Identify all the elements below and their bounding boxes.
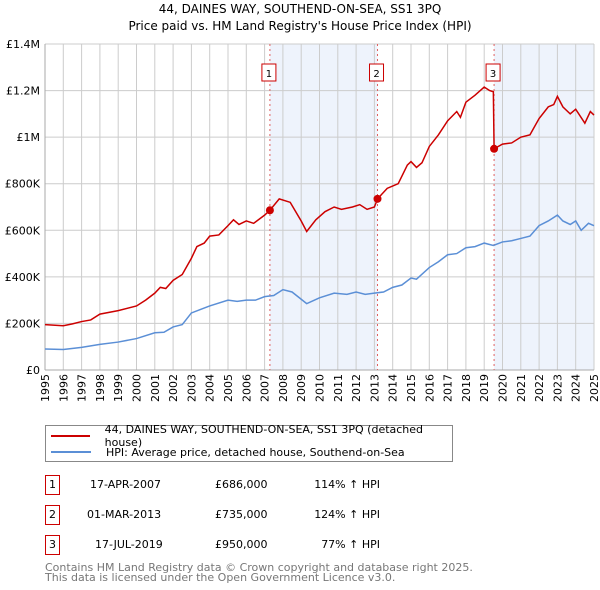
property-price-line — [44, 86, 595, 327]
chart-plot: 1995 1996 1997 1998 1999 2000 2001 2002 2003 2004… — [5, 38, 600, 402]
y-tick-label: £200K — [5, 317, 41, 330]
sale-date: 17-JUL-2019 — [95, 538, 163, 551]
sale-price: £950,000 — [215, 538, 268, 551]
sale-marker-label: 2 — [373, 69, 379, 80]
sale-marker-box — [261, 63, 277, 82]
x-tick-label: 2018 — [460, 374, 473, 402]
x-tick-label: 1999 — [112, 374, 125, 402]
x-tick-label: 2019 — [478, 374, 491, 402]
y-tick-label: £1M — [17, 131, 41, 144]
chart-subtitle: Price paid vs. HM Land Registry's House … — [128, 19, 472, 33]
chart-title: 44, DAINES WAY, SOUTHEND-ON-SEA, SS1 3PQ — [158, 2, 442, 16]
shaded-period — [494, 44, 594, 370]
sale-row: 2 01-MAR-2013 £735,000 124% ↑ HPI — [45, 505, 465, 525]
footer: Contains HM Land Registry data © Crown c… — [45, 561, 473, 584]
sale-marker-label: 2 — [45, 505, 60, 525]
legend: 44, DAINES WAY, SOUTHEND-ON-SEA, SS1 3PQ… — [45, 423, 453, 462]
x-tick-label: 2003 — [185, 374, 198, 402]
sale-price: £686,000 — [215, 478, 268, 491]
y-tick-label: £600K — [5, 224, 41, 237]
sale-marker-label: 1 — [266, 69, 272, 80]
sale-point — [265, 206, 274, 215]
x-tick-label: 2000 — [131, 374, 144, 402]
sale-row: 1 17-APR-2007 £686,000 114% ↑ HPI — [45, 475, 465, 495]
legend-item-hpi: HPI: Average price, detached house, Sout… — [46, 444, 405, 460]
y-tick-label: £800K — [5, 178, 41, 191]
legend-item-property: 44, DAINES WAY, SOUTHEND-ON-SEA, SS1 3PQ… — [46, 423, 452, 449]
sale-marker-label: 3 — [490, 69, 496, 80]
sale-marker-label: 3 — [45, 535, 60, 555]
x-tick-label: 2004 — [204, 374, 217, 402]
x-tick-label: 2010 — [314, 374, 327, 402]
sale-point — [373, 194, 382, 203]
sale-date: 17-APR-2007 — [90, 478, 162, 491]
x-tick-label: 2016 — [423, 374, 436, 402]
x-tick-label: 2011 — [332, 374, 345, 402]
sale-marker-box — [485, 63, 501, 82]
x-tick-label: 2007 — [259, 374, 272, 402]
footer-licence: This data is licensed under the Open Gov… — [45, 571, 396, 584]
sale-marker-label: 1 — [45, 475, 60, 495]
sale-point — [490, 144, 499, 153]
x-tick-label: 2006 — [240, 374, 253, 402]
hpi-line — [44, 214, 595, 351]
x-tick-label: 2002 — [167, 374, 180, 402]
y-tick-label: £400K — [5, 271, 41, 284]
sale-price: £735,000 — [215, 508, 268, 521]
x-tick-label: 2022 — [533, 374, 546, 402]
sale-hpi: 114% ↑ HPI — [314, 478, 380, 491]
x-tick-label: 2020 — [497, 374, 510, 402]
legend-label: 44, DAINES WAY, SOUTHEND-ON-SEA, SS1 3PQ… — [104, 423, 424, 449]
y-tick-label: £1.2M — [6, 85, 40, 98]
sale-hpi: 77% ↑ HPI — [321, 538, 380, 551]
legend-swatch-red — [51, 435, 90, 437]
x-tick-label: 2021 — [515, 374, 528, 402]
x-tick-label: 2024 — [570, 374, 583, 402]
sale-hpi: 124% ↑ HPI — [314, 508, 380, 521]
y-tick-label: £0 — [26, 364, 40, 377]
y-tick-label: £1.4M — [6, 38, 40, 51]
x-tick-label: 2001 — [149, 374, 162, 402]
x-tick-label: 2009 — [295, 374, 308, 402]
sale-row: 3 17-JUL-2019 £950,000 77% ↑ HPI — [45, 535, 465, 555]
x-tick-label: 2023 — [551, 374, 564, 402]
x-tick-label: 2008 — [277, 374, 290, 402]
x-tick-label: 1995 — [39, 374, 52, 402]
sale-marker-box — [369, 63, 385, 82]
sale-date: 01-MAR-2013 — [87, 508, 162, 521]
legend-swatch-blue — [51, 451, 91, 453]
x-tick-label: 2015 — [405, 374, 418, 402]
x-tick-label: 2014 — [387, 374, 400, 402]
x-tick-label: 2025 — [588, 374, 600, 402]
x-tick-label: 2012 — [350, 374, 363, 402]
footer-copyright: Contains HM Land Registry data © Crown c… — [45, 561, 473, 574]
x-tick-label: 1996 — [57, 374, 70, 402]
x-tick-label: 2005 — [222, 374, 235, 402]
x-tick-label: 1997 — [76, 374, 89, 402]
x-tick-label: 2017 — [442, 374, 455, 402]
x-tick-label: 1998 — [94, 374, 107, 402]
legend-label: HPI: Average price, detached house, Sout… — [106, 445, 405, 459]
shaded-period — [269, 44, 378, 370]
x-tick-label: 2013 — [368, 374, 381, 402]
